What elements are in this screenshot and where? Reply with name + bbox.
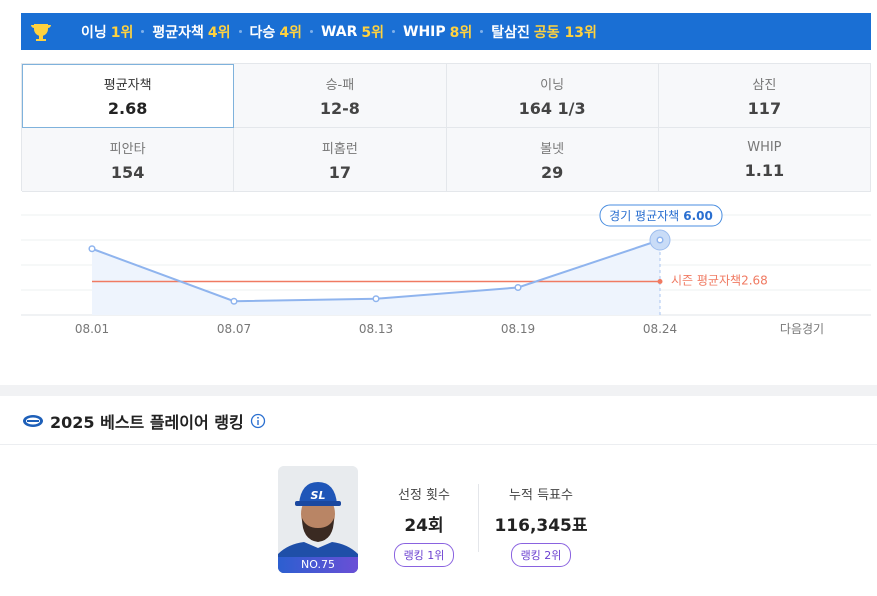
stat-value: 2.68 xyxy=(107,98,148,118)
chart: 08.01 08.07 08.13 08.19 08.24 다음경기 시즌 평균자책2.68… xyxy=(21,204,871,336)
stat-cell[interactable]: 삼진 117 xyxy=(658,64,871,128)
stat-value: 12-8 xyxy=(319,98,360,118)
rank-value: 4위 xyxy=(279,24,302,41)
stat-value: 164 1/3 xyxy=(518,98,586,118)
stat-label: 이닝 xyxy=(540,77,565,93)
area xyxy=(92,240,660,315)
point xyxy=(656,236,664,244)
stat-value: 154 xyxy=(110,162,145,182)
x-tick-label: 08.07 xyxy=(217,322,251,336)
stat-label: WHIP xyxy=(747,139,782,155)
tooltip xyxy=(599,204,723,227)
trophy-icon xyxy=(31,24,51,41)
rank-value: 공동 13위 xyxy=(533,24,597,41)
team-logo xyxy=(23,415,43,427)
ranking-value: 116,345표 xyxy=(494,516,588,536)
rank-value: 5위 xyxy=(361,24,384,41)
rank-label: 이닝 xyxy=(81,24,107,41)
ranking-value: 24회 xyxy=(404,516,444,536)
rank-item[interactable]: WAR 5위 xyxy=(321,22,384,42)
rank-item[interactable]: WHIP 8위 xyxy=(403,22,472,42)
stat-label: 삼진 xyxy=(752,77,777,93)
x-tick-label: 08.19 xyxy=(501,322,535,336)
player-card[interactable]: SL NO.75 xyxy=(278,466,358,573)
rank-value: 1위 xyxy=(110,24,134,41)
point xyxy=(372,295,380,303)
x-tick-label: 08.24 xyxy=(643,322,677,336)
stat-cell[interactable]: 피안타 154 xyxy=(22,128,235,192)
stat-cell[interactable]: 피홈런 17 xyxy=(234,128,447,192)
stat-cell[interactable]: 이닝 164 1/3 xyxy=(446,64,659,128)
stat-cell[interactable]: 볼넷 29 xyxy=(446,128,659,192)
player-number: NO.75 xyxy=(278,557,358,573)
rank-value: 4위 xyxy=(207,24,231,41)
rank-item[interactable]: 평균자책 4위 xyxy=(152,22,230,42)
stat-label: 평균자책 xyxy=(103,77,152,93)
season-label-value: 2.68 xyxy=(741,273,768,287)
x-tick-label: 다음경기 xyxy=(780,322,824,336)
stat-value: 117 xyxy=(747,98,782,118)
rank-item[interactable]: 이닝 1위 xyxy=(81,22,133,42)
ranking-rank: 랭킹 1위 xyxy=(393,543,455,567)
tooltip-text: 경기 평균자책 6.00 xyxy=(609,208,713,223)
separator-dot xyxy=(238,30,242,33)
rank-bar: 이닝 1위 평균자책 4위 다승 4위 WAR 5위 WHIP 8위 탈삼진 공동 13위 xyxy=(21,13,871,50)
season-end xyxy=(657,279,663,284)
ranking-label: 누적 득표수 xyxy=(509,488,573,503)
separator-dot xyxy=(141,30,145,33)
stat-value: 17 xyxy=(328,162,351,182)
point xyxy=(514,283,522,292)
separator-dot xyxy=(309,30,313,33)
stat-cell[interactable]: 승-패 12-8 xyxy=(234,64,447,128)
rank-item[interactable]: 다승 4위 xyxy=(250,22,302,42)
rank-item[interactable]: 탈삼진 공동 13위 xyxy=(491,22,597,42)
rank-label: WHIP xyxy=(403,23,446,40)
info-icon[interactable] xyxy=(250,413,266,429)
stats-grid: 평균자책 2.68 승-패 12-8 이닝 164 1/3 삼진 117 피안타 154 피홈런 17… xyxy=(21,63,871,192)
x-tick-label: 08.13 xyxy=(359,322,393,336)
separator-dot xyxy=(392,30,395,33)
rank-label: WAR xyxy=(320,23,358,40)
ranking-rank: 랭킹 2위 xyxy=(510,543,572,567)
rank-label: 탈삼진 xyxy=(491,24,530,41)
stat-label: 볼넷 xyxy=(540,141,565,157)
separator-dot xyxy=(480,30,484,33)
stat-value: 29 xyxy=(540,162,564,182)
section-title: 2025 베스트 플레이어 랭킹 xyxy=(50,413,244,432)
section-header: 2025 베스트 플레이어 랭킹 xyxy=(22,409,266,433)
stat-label: 피안타 xyxy=(109,141,146,157)
section-separator xyxy=(0,385,877,396)
stat-label: 승-패 xyxy=(325,77,355,93)
rank-label: 다승 xyxy=(249,24,276,41)
tooltip-label: 경기 평균자책 xyxy=(609,208,679,223)
rank-label: 평균자책 xyxy=(152,24,204,41)
rank-value: 8위 xyxy=(449,24,473,41)
season-label-text: 시즌 평균자책 xyxy=(671,272,741,287)
tooltip-value: 6.00 xyxy=(683,209,713,223)
ranking-label: 선정 횟수 xyxy=(398,488,450,503)
svg-text:SL: SL xyxy=(311,489,326,502)
season-label: 시즌 평균자책2.68 xyxy=(671,272,768,287)
point xyxy=(88,245,96,253)
point xyxy=(230,297,238,305)
x-tick-label: 08.01 xyxy=(75,322,109,336)
stat-label: 피홈런 xyxy=(321,141,358,157)
stat-cell[interactable]: 평균자책 2.68 xyxy=(22,64,235,128)
stat-cell[interactable]: WHIP 1.11 xyxy=(658,128,871,192)
stat-value: 1.11 xyxy=(744,160,785,180)
divider xyxy=(478,484,479,552)
divider xyxy=(0,444,877,445)
